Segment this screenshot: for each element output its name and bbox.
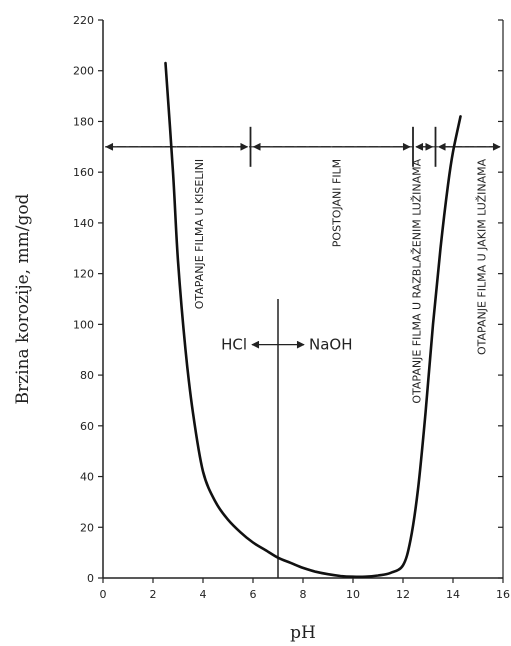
- x-tick-label: 10: [346, 588, 360, 601]
- naoh-label: NaOH: [309, 336, 353, 354]
- y-tick-label: 180: [73, 115, 94, 128]
- corrosion-curve: [164, 61, 462, 579]
- y-axis-label: Brzina korozije, mm/god: [13, 193, 33, 404]
- y-tick-label: 80: [80, 369, 94, 382]
- region-labels: OTAPANJE FILMA U KISELINI POSTOJANI FILM O…: [193, 158, 489, 403]
- region-label: OTAPANJE FILMA U RAZBLAŽENIM LUŽINAMA: [411, 158, 424, 403]
- region-label: OTAPANJE FILMA U JAKIM LUŽINAMA: [476, 158, 489, 355]
- plot-frame: [102, 20, 504, 579]
- x-tick-label: 4: [200, 588, 207, 601]
- region-label: OTAPANJE FILMA U KISELINI: [193, 159, 206, 309]
- y-tick-label: 140: [73, 217, 94, 230]
- x-tick-label: 16: [496, 588, 510, 601]
- x-axis-label: pH: [290, 623, 316, 643]
- x-tick-label: 0: [100, 588, 107, 601]
- y-tick-label: 100: [73, 318, 94, 331]
- y-tick-label: 0: [87, 572, 94, 585]
- y-tick-label: 20: [80, 521, 94, 534]
- x-axis-ticks: 0 2 4 6 8 10 12 14 16: [100, 578, 510, 601]
- hcl-label: HCl: [221, 336, 247, 354]
- x-tick-label: 12: [396, 588, 410, 601]
- x-tick-label: 6: [250, 588, 257, 601]
- y-tick-label: 220: [73, 14, 94, 27]
- region-arrow-line: [105, 126, 501, 167]
- x-tick-label: 8: [300, 588, 307, 601]
- y-tick-label: 160: [73, 166, 94, 179]
- y-tick-label: 200: [73, 65, 94, 78]
- y-tick-label: 60: [80, 420, 94, 433]
- region-label: POSTOJANI FILM: [331, 159, 344, 247]
- hcl-naoh-divider: HCl NaOH: [221, 299, 353, 578]
- y-tick-label: 120: [73, 268, 94, 281]
- x-tick-label: 14: [446, 588, 460, 601]
- y-axis-ticks: 0 20 40 60 80 100 120 140 160 180 200 220: [73, 14, 503, 585]
- x-tick-label: 2: [150, 588, 157, 601]
- y-tick-label: 40: [80, 471, 94, 484]
